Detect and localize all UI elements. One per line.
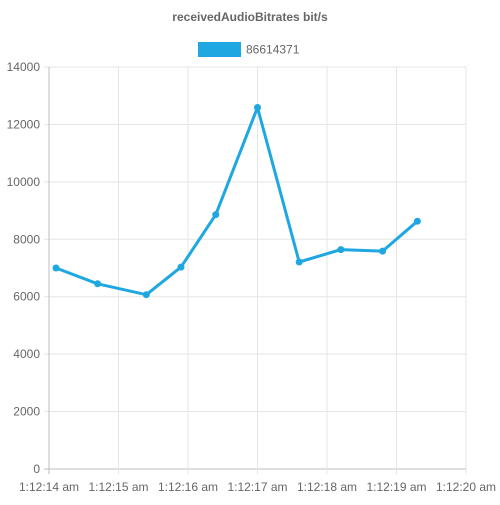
data-point[interactable] bbox=[94, 280, 102, 288]
legend[interactable]: 86614371 bbox=[198, 42, 300, 57]
x-tick-label: 1:12:19 am bbox=[366, 480, 426, 494]
series-line bbox=[54, 106, 419, 297]
y-tick-label: 6000 bbox=[13, 290, 40, 304]
legend-swatch bbox=[198, 42, 241, 57]
x-tick-label: 1:12:16 am bbox=[158, 480, 218, 494]
data-point[interactable] bbox=[413, 217, 421, 225]
legend-label: 86614371 bbox=[246, 43, 300, 57]
x-tick-label: 1:12:14 am bbox=[19, 480, 79, 494]
y-tick-label: 10000 bbox=[7, 175, 41, 189]
data-point[interactable] bbox=[254, 104, 261, 111]
data-point[interactable] bbox=[379, 247, 387, 255]
grid bbox=[44, 66, 467, 474]
data-point[interactable] bbox=[52, 264, 60, 272]
x-tick-label: 1:12:15 am bbox=[88, 480, 148, 494]
y-tick-label: 4000 bbox=[13, 347, 40, 361]
x-tick-label: 1:12:17 am bbox=[227, 480, 287, 494]
y-tick-label: 14000 bbox=[7, 60, 41, 74]
y-tick-label: 8000 bbox=[13, 232, 40, 246]
chart-title: receivedAudioBitrates bit/s bbox=[172, 10, 328, 24]
x-tick-label: 1:12:20 am bbox=[436, 480, 496, 494]
data-point[interactable] bbox=[337, 246, 345, 254]
y-tick-label: 12000 bbox=[7, 117, 41, 131]
x-tick-label: 1:12:18 am bbox=[297, 480, 357, 494]
y-tick-label: 0 bbox=[33, 462, 40, 476]
data-point[interactable] bbox=[295, 258, 303, 266]
series-layer bbox=[52, 104, 421, 299]
y-tick-label: 2000 bbox=[13, 405, 40, 419]
data-point[interactable] bbox=[177, 263, 185, 271]
data-point[interactable] bbox=[142, 291, 150, 299]
data-point[interactable] bbox=[212, 211, 220, 219]
axes: 0 2000 4000 6000 8000 10000 12000 14000 1:12:14 … bbox=[7, 60, 496, 494]
